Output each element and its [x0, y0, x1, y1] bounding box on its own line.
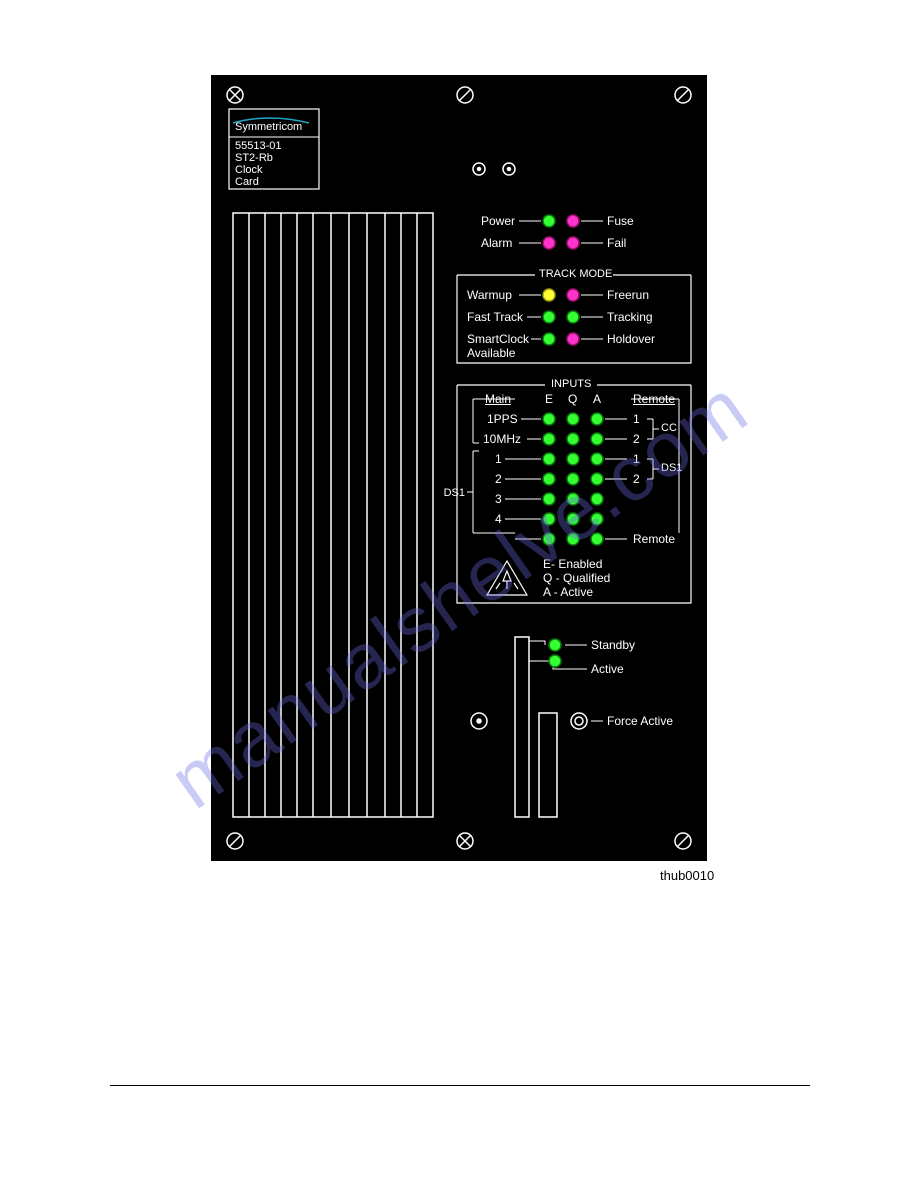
row-1pps: 1PPS	[487, 412, 518, 426]
fail-label: Fail	[607, 236, 626, 250]
footer-rule	[110, 1085, 810, 1086]
panel-svg: DS1	[209, 73, 709, 863]
ds1-r-label: DS1	[661, 462, 682, 474]
remote-r4: 2	[633, 472, 640, 486]
remote-label: Remote	[633, 392, 675, 406]
inputs-title: INPUTS	[551, 378, 591, 390]
standby-label: Standby	[591, 638, 635, 652]
holdover-label: Holdover	[607, 332, 655, 346]
figure-ref: thub0010	[660, 868, 714, 883]
row-ds1-3: 3	[495, 492, 502, 506]
available-label: Available	[467, 346, 515, 360]
model-l3: Clock	[235, 164, 263, 176]
tracking-label: Tracking	[607, 310, 653, 324]
power-label: Power	[481, 214, 515, 228]
svg-text:DS1: DS1	[444, 487, 465, 499]
legend-q: Q - Qualified	[543, 571, 610, 585]
col-q: Q	[568, 392, 577, 406]
remote-r3: 1	[633, 452, 640, 466]
track-mode-title: TRACK MODE	[539, 268, 612, 280]
active-label: Active	[591, 662, 624, 676]
fuse-label: Fuse	[607, 214, 634, 228]
force-active-label: Force Active	[607, 714, 673, 728]
remote-r1: 1	[633, 412, 640, 426]
freerun-label: Freerun	[607, 288, 649, 302]
legend-e: E- Enabled	[543, 557, 602, 571]
remote-r2: 2	[633, 432, 640, 446]
col-a: A	[593, 392, 601, 406]
row-ds1-2: 2	[495, 472, 502, 486]
model-l2: ST2-Rb	[235, 152, 273, 164]
col-e: E	[545, 392, 553, 406]
alarm-label: Alarm	[481, 236, 512, 250]
row-ds1-4: 4	[495, 512, 502, 526]
smartclock-label: SmartClock	[467, 332, 529, 346]
brand-label: Symmetricom	[235, 121, 302, 133]
model-l4: Card	[235, 176, 259, 188]
remote-bottom: Remote	[633, 532, 675, 546]
warmup-label: Warmup	[467, 288, 512, 302]
main-label: Main	[485, 392, 511, 406]
fasttrack-label: Fast Track	[467, 310, 523, 324]
cc-label: CC	[661, 422, 677, 434]
model-label: 55513-01	[235, 140, 282, 152]
row-ds1-1: 1	[495, 452, 502, 466]
front-panel: DS1	[209, 73, 709, 863]
legend-a: A - Active	[543, 585, 593, 599]
row-10mhz: 10MHz	[483, 432, 521, 446]
